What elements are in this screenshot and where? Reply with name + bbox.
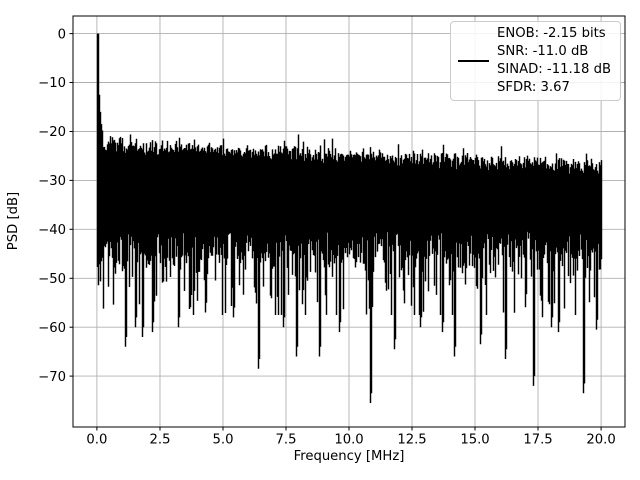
- y-tick-label: −10: [38, 76, 66, 91]
- y-tick-label: −60: [38, 321, 66, 336]
- x-tick-label: 5.0: [213, 433, 234, 448]
- x-axis-label: Frequency [MHz]: [294, 449, 405, 464]
- y-tick-label: −50: [38, 272, 66, 287]
- y-tick-label: −20: [38, 125, 66, 140]
- y-tick-label: 0: [58, 27, 66, 42]
- x-tick-label: 0.0: [86, 433, 107, 448]
- x-tick-label: 10.0: [334, 433, 363, 448]
- legend-entry-sfdr: SFDR: 3.67: [497, 79, 570, 95]
- legend-line-sample: [458, 59, 489, 62]
- x-tick-label: 12.5: [397, 433, 426, 448]
- x-tick-label: 2.5: [150, 433, 171, 448]
- y-tick-label: −40: [38, 223, 66, 238]
- y-tick-label: −30: [38, 174, 66, 189]
- legend-entry-enob: ENOB: -2.15 bits: [497, 26, 606, 41]
- psd-trace: [96, 33, 603, 403]
- y-axis-label: PSD [dB]: [6, 192, 21, 250]
- legend-labels: ENOB: -2.15 bits SNR: -11.0 dB SINAD: -1…: [497, 25, 611, 97]
- x-tick-label: 20.0: [586, 433, 615, 448]
- legend: ENOB: -2.15 bits SNR: -11.0 dB SINAD: -1…: [450, 21, 622, 101]
- legend-entry-sinad: SINAD: -11.18 dB: [497, 61, 612, 77]
- x-tick-label: 7.5: [276, 433, 297, 448]
- tick-layer: 0 −10 −20 −30 −40 −50 −60 −70 0.0 2.5 5.0 7.5 10.0 12…: [38, 27, 616, 447]
- legend-entry-snr: SNR: -11.0 dB: [497, 43, 589, 59]
- x-tick-label: 15.0: [460, 433, 489, 448]
- x-tick-label: 17.5: [523, 433, 552, 448]
- y-tick-label: −70: [38, 370, 66, 385]
